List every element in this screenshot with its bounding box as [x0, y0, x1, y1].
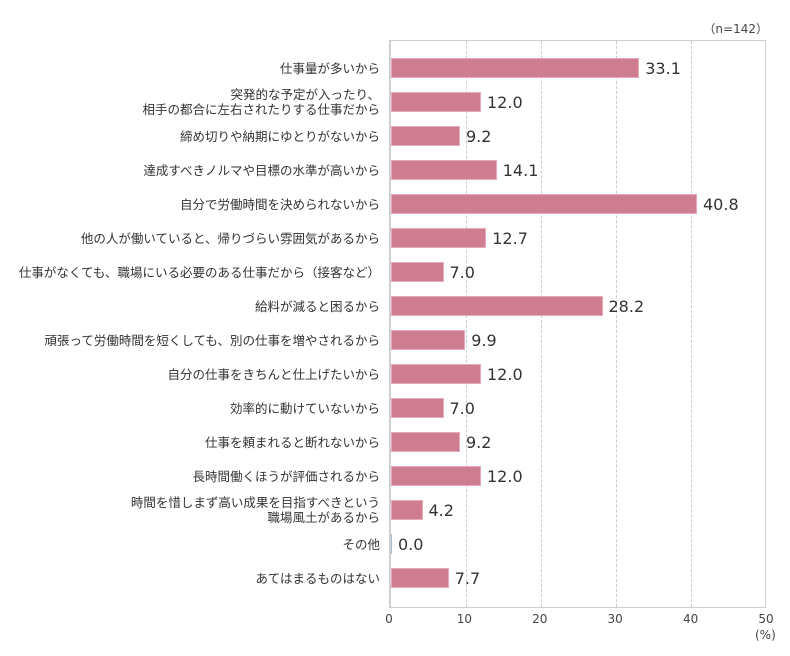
bar [391, 262, 444, 282]
value-label: 9.2 [466, 432, 492, 452]
value-label: 4.2 [428, 500, 454, 520]
category-label: 他の人が働いていると、帰りづらい雰囲気があるから [80, 230, 380, 246]
category-label: 達成すべきノルマや目標の水準が高いから [143, 162, 380, 178]
bar [391, 92, 481, 112]
value-label: 9.9 [471, 330, 497, 350]
bar [391, 534, 392, 554]
category-label: 仕事がなくても、職場にいる必要のある仕事だから（接客など） [18, 264, 380, 280]
value-label: 12.0 [487, 466, 523, 486]
plot-area [389, 40, 766, 608]
gridline [466, 41, 467, 607]
category-label: 時間を惜しまず高い成果を目指すべきという 職場風土があるから [130, 495, 380, 525]
gridline [541, 41, 542, 607]
category-label: 頑張って労働時間を短くしても、別の仕事を増やされるから [44, 332, 380, 348]
value-label: 7.0 [449, 262, 475, 282]
bar-row: 締め切りや納期にゆとりがないから 9.2 [0, 119, 790, 153]
bar [391, 500, 423, 520]
bar [391, 194, 697, 214]
bar [391, 160, 497, 180]
value-label: 33.1 [645, 58, 681, 78]
value-label: 7.0 [449, 398, 475, 418]
bar-row: 仕事がなくても、職場にいる必要のある仕事だから（接客など） 7.0 [0, 255, 790, 289]
bar-row: その他 0.0 [0, 527, 790, 561]
bar-row: 突発的な予定が入ったり、 相手の都合に左右されたりする仕事だから 12.0 [0, 85, 790, 119]
gridline [616, 41, 617, 607]
category-label: 自分で労働時間を決められないから [179, 196, 380, 212]
category-label: その他 [342, 536, 380, 552]
bar-row: 仕事量が多いから 33.1 [0, 51, 790, 85]
bar [391, 432, 460, 452]
bar-row: あてはまるものはない 7.7 [0, 561, 790, 595]
category-label: あてはまるものはない [255, 570, 380, 586]
bar [391, 364, 481, 384]
category-label: 効率的に動けていないから [229, 400, 380, 416]
category-label: 自分の仕事をきちんと仕上げたいから [167, 366, 380, 382]
bar [391, 466, 481, 486]
category-label: 仕事量が多いから [279, 60, 380, 76]
bar-row: 達成すべきノルマや目標の水準が高いから 14.1 [0, 153, 790, 187]
category-label: 仕事を頼まれると断れないから [204, 434, 380, 450]
value-label: 0.0 [398, 534, 424, 554]
bar-row: 頑張って労働時間を短くしても、別の仕事を増やされるから 9.9 [0, 323, 790, 357]
x-tick-label: 50 [758, 612, 774, 626]
bar-row: 自分の仕事をきちんと仕上げたいから 12.0 [0, 357, 790, 391]
bar [391, 296, 603, 316]
bar-row: 仕事を頼まれると断れないから 9.2 [0, 425, 790, 459]
value-label: 12.0 [487, 364, 523, 384]
bar-row: 長時間働くほうが評価されるから 12.0 [0, 459, 790, 493]
gridline [691, 41, 692, 607]
value-label: 12.7 [492, 228, 528, 248]
category-label: 突発的な予定が入ったり、 相手の都合に左右されたりする仕事だから [142, 87, 380, 117]
value-label: 7.7 [454, 568, 481, 588]
sample-size-label: （n=142） [703, 22, 768, 36]
category-label: 給料が減ると困るから [254, 298, 380, 314]
value-label: 9.2 [466, 126, 492, 146]
value-label: 12.0 [487, 92, 523, 112]
value-label: 40.8 [703, 194, 739, 214]
bar-row: 時間を惜しまず高い成果を目指すべきという 職場風土があるから 4.2 [0, 493, 790, 527]
value-label: 14.1 [502, 160, 539, 180]
bar [391, 330, 466, 350]
bar [391, 126, 460, 146]
bar-row: 自分で労働時間を決められないから 40.8 [0, 187, 790, 221]
value-label: 28.2 [608, 296, 645, 316]
category-label: 締め切りや納期にゆとりがないから [179, 128, 380, 144]
bar-row: 給料が減ると困るから 28.2 [0, 289, 790, 323]
x-tick-label: 0 [385, 612, 393, 626]
x-tick-label: 20 [532, 612, 548, 626]
bar-row: 他の人が働いていると、帰りづらい雰囲気があるから 12.7 [0, 221, 790, 255]
x-tick-label: 10 [456, 612, 473, 626]
x-axis-unit: (%) [755, 628, 776, 642]
bar [391, 228, 487, 248]
bar [391, 398, 444, 418]
x-tick-label: 40 [682, 612, 699, 626]
bar [391, 568, 449, 588]
category-label: 長時間働くほうが評価されるから [192, 468, 380, 484]
bar-row: 効率的に動けていないから 7.0 [0, 391, 790, 425]
bar [391, 58, 640, 78]
x-tick-label: 30 [607, 612, 623, 626]
